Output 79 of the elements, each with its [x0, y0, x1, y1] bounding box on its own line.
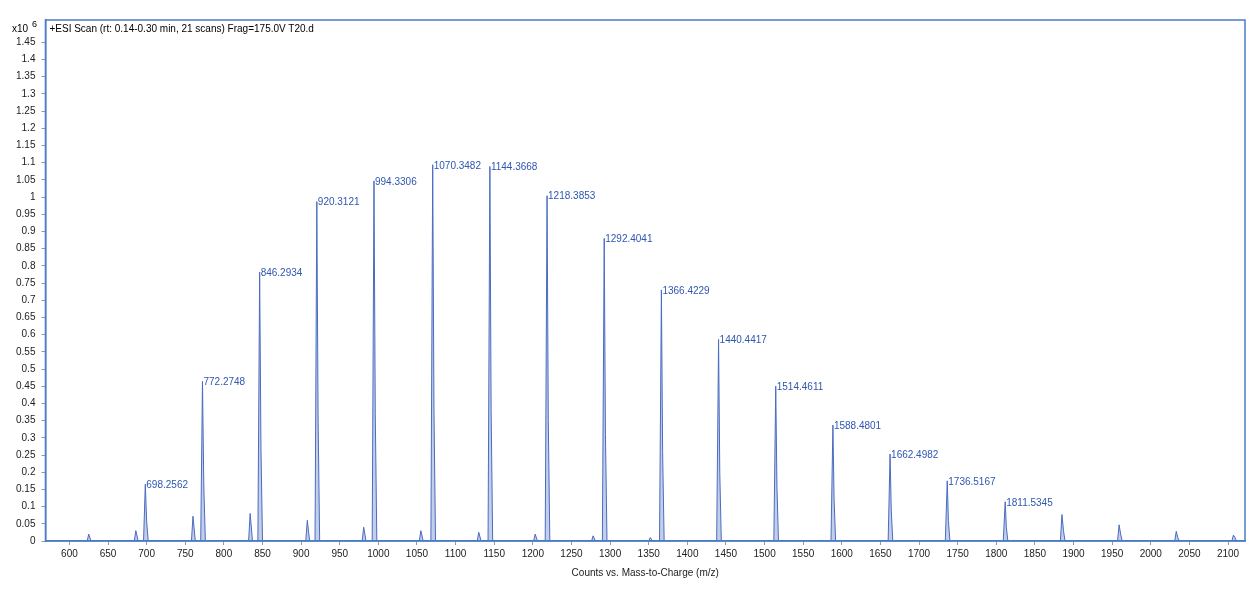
annotation: 920.3121: [317, 196, 360, 208]
annotation: 1588.4801: [833, 419, 882, 431]
annotation: 1366.4229: [662, 284, 711, 296]
x-tick-label: 1700: [907, 547, 931, 559]
chart-title: +ESI Scan (rt: 0.14-0.30 min, 21 scans) Frag=175.0V T20.d: [49, 22, 314, 34]
x-tick-label: 1000: [367, 547, 390, 559]
y-tick-label: 0.5: [21, 362, 36, 374]
y-tick-label: 0.45: [15, 380, 36, 391]
x-tick-label: 600: [61, 547, 79, 559]
x-tick-label: 1150: [483, 547, 506, 559]
y-tick-label: 0.8: [21, 259, 36, 271]
y-tick-label: 0.6: [21, 328, 36, 340]
annotation: 1440.4417: [719, 334, 768, 346]
annotation: 772.2748: [203, 376, 246, 388]
y-tick-label: 0.3: [21, 431, 36, 443]
y-tick-label: 1.4: [21, 53, 36, 65]
x-axis-title: Counts vs. Mass-to-Charge (m/z): [571, 566, 719, 578]
y-tick-label: 0.55: [15, 345, 36, 357]
annotation: 994.3306: [374, 175, 418, 187]
annotation: 1736.5167: [948, 475, 996, 487]
x-tick-label: 1100: [444, 547, 467, 559]
y-tick-label: 0.05: [15, 517, 36, 529]
annotation: 1070.3482: [433, 159, 482, 171]
x-tick-label: 1900: [1062, 547, 1086, 559]
annotation: 1662.4982: [891, 448, 939, 460]
x-tick-label: 2100: [1216, 547, 1240, 559]
x-tick-label: 1050: [405, 547, 429, 559]
y-tick-label: 1: [29, 190, 36, 202]
y-tick-label: 1.25: [15, 104, 36, 116]
y-tick-label: 0.65: [15, 311, 36, 323]
y-tick-label: 0.9: [21, 225, 36, 237]
y-tick-label: 0.75: [15, 276, 36, 288]
x-tick-label: 1800: [985, 547, 1008, 559]
x-tick-label: 750: [176, 547, 195, 559]
x-tick-label: 1950: [1101, 547, 1124, 559]
annotation: 1218.3853: [548, 190, 596, 202]
y-tick-label: 1.15: [15, 139, 36, 151]
annotation: 846.2934: [260, 266, 303, 278]
y-tick-label: 0.7: [21, 294, 36, 306]
y-tick-label: 1.3: [21, 87, 36, 99]
annotation: 698.2562: [146, 479, 189, 491]
x-tick-label: 1400: [676, 547, 699, 559]
y-tick-label: 0.1: [21, 500, 36, 512]
x-tick-label: 2000: [1139, 547, 1163, 559]
x-tick-label: 950: [331, 547, 349, 559]
x-tick-label: 1250: [560, 547, 584, 559]
x-tick-label: 1600: [830, 547, 854, 559]
x-tick-label: 850: [254, 547, 272, 559]
x-tick-label: 1300: [598, 547, 622, 559]
y-tick-label: 0.85: [15, 242, 36, 254]
y-tick-label: 0.25: [15, 448, 36, 460]
x-tick-label: 650: [99, 547, 117, 559]
x-tick-label: 1750: [946, 547, 970, 559]
y-tick-label: 1.45: [15, 36, 36, 48]
y-tick-label: 0.2: [21, 465, 36, 477]
y-tick-label: 1.05: [15, 173, 36, 185]
x-tick-label: 1550: [792, 547, 815, 559]
y-tick-label: 0: [29, 534, 36, 546]
x-tick-label: 2050: [1178, 547, 1201, 559]
annotation: 1514.4611: [776, 381, 824, 392]
annotation: 1292.4041: [605, 233, 653, 245]
x-tick-label: 1500: [753, 547, 777, 559]
x-tick-label: 1350: [637, 547, 661, 559]
x-tick-label: 800: [215, 547, 233, 559]
y-tick-label: 0.35: [15, 414, 36, 426]
y-tick-label: 0.95: [15, 208, 36, 220]
x-tick-label: 1650: [869, 547, 892, 559]
annotation: 1811.5345: [1006, 496, 1054, 508]
y-tick-label: 1.2: [21, 122, 36, 134]
x-tick-label: 900: [292, 547, 310, 559]
x-tick-label: 1200: [521, 547, 545, 559]
x-tick-label: 1850: [1023, 547, 1047, 559]
x-tick-label: 1450: [714, 547, 738, 559]
y-tick-label: 1.1: [21, 156, 36, 168]
y-tick-label: 0.4: [21, 397, 36, 409]
y-tick-label: 0.15: [15, 483, 36, 495]
x-tick-label: 700: [138, 547, 156, 559]
annotation: 1144.3668: [490, 161, 538, 173]
y-tick-label: 1.35: [15, 70, 36, 82]
